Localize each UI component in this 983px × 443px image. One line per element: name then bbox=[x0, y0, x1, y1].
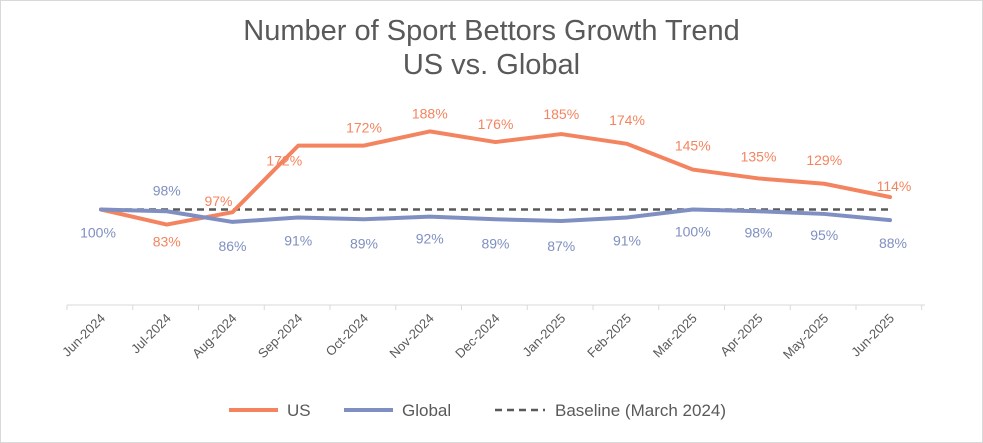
global-data-label: 100% bbox=[80, 225, 116, 241]
legend-us-label: US bbox=[287, 401, 311, 420]
x-tick-label: Feb-2025 bbox=[584, 311, 634, 361]
legend-global-label: Global bbox=[402, 401, 451, 420]
x-tick-label: Jun-2025 bbox=[848, 311, 897, 360]
us-data-label: 185% bbox=[543, 106, 579, 122]
us-data-label: 145% bbox=[675, 138, 711, 154]
global-data-label: 91% bbox=[284, 232, 312, 248]
global-data-label: 89% bbox=[481, 235, 509, 251]
us-data-label: 176% bbox=[478, 116, 514, 132]
us-data-label: 188% bbox=[412, 105, 448, 121]
global-data-label: 87% bbox=[547, 238, 575, 254]
x-tick-label: Nov-2024 bbox=[386, 311, 436, 361]
x-tick-label: Aug-2024 bbox=[189, 311, 239, 361]
chart-title: Number of Sport Bettors Growth Trend bbox=[243, 15, 740, 47]
us-data-label: 174% bbox=[609, 112, 645, 128]
x-tick-label: May-2025 bbox=[780, 311, 831, 362]
x-tick-label: Sep-2024 bbox=[255, 311, 305, 361]
legend-baseline-label: Baseline (March 2024) bbox=[555, 401, 726, 420]
x-tick-label: Mar-2025 bbox=[650, 311, 700, 361]
global-data-label: 100% bbox=[675, 224, 711, 240]
global-data-label: 91% bbox=[613, 232, 641, 248]
x-tick-label: Jun-2024 bbox=[59, 311, 108, 360]
x-tick-label: Jul-2024 bbox=[128, 311, 174, 357]
global-data-label: 95% bbox=[810, 227, 838, 243]
us-series-line bbox=[99, 129, 892, 227]
x-tick-label: Oct-2024 bbox=[323, 311, 371, 359]
us-data-label: 172% bbox=[346, 120, 382, 136]
global-series-line bbox=[99, 207, 892, 224]
us-data-label: 114% bbox=[877, 178, 912, 194]
x-tick-label: Jan-2025 bbox=[519, 311, 568, 360]
global-data-label: 89% bbox=[350, 235, 378, 251]
global-data-label: 86% bbox=[218, 238, 246, 254]
chart-subtitle: US vs. Global bbox=[402, 49, 581, 81]
us-data-label: 135% bbox=[741, 148, 777, 164]
global-data-label: 98% bbox=[744, 224, 772, 240]
x-tick-label: Apr-2025 bbox=[717, 311, 765, 359]
chart-title-block: Number of Sport Bettors Growth Trend US … bbox=[0, 14, 983, 82]
us-data-label: 97% bbox=[204, 193, 232, 209]
us-data-label: 172% bbox=[266, 153, 302, 169]
global-data-label: 98% bbox=[153, 182, 181, 198]
global-data-label: 88% bbox=[879, 235, 907, 251]
us-data-label: 129% bbox=[806, 152, 842, 168]
us-data-label: 83% bbox=[153, 234, 181, 250]
x-tick-label: Dec-2024 bbox=[452, 311, 502, 361]
global-data-label: 92% bbox=[416, 231, 444, 247]
